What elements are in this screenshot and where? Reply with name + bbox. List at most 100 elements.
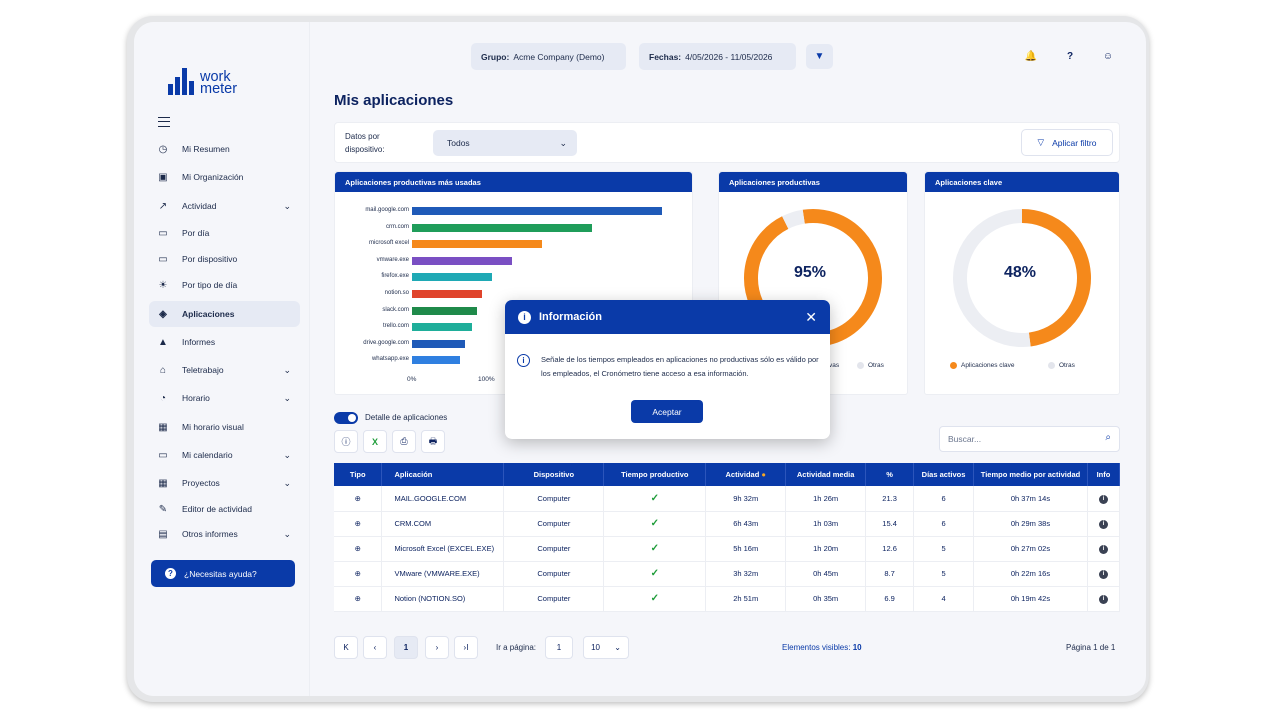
cell-avg-time: 0h 19m 42s — [973, 586, 1088, 612]
info-icon[interactable]: i — [1098, 570, 1108, 579]
page-size-select[interactable]: 10 ⌄ — [583, 636, 629, 659]
chevron-down-icon[interactable]: ⌄ — [283, 528, 291, 539]
sidebar-item-mi-horario-visual[interactable]: ▦ Mi horario visual — [149, 414, 300, 440]
prev-page-button[interactable]: ‹ — [363, 636, 387, 659]
sidebar-item-actividad[interactable]: ↗ Actividad ⌄ — [149, 193, 300, 219]
detail-toggle[interactable] — [334, 412, 358, 424]
column-header[interactable]: Tiempo productivo — [603, 463, 707, 486]
sidebar-item-mi-calendario[interactable]: ▭ Mi calendario ⌄ — [149, 442, 300, 468]
column-header[interactable]: Actividad ● — [705, 463, 787, 486]
donut-slice — [782, 209, 806, 229]
cell-info: i — [1087, 511, 1121, 537]
chevron-down-icon[interactable]: ⌄ — [283, 477, 291, 488]
gauge-icon: ◷ — [158, 143, 168, 155]
cell-app: VMware (VMWARE.EXE) — [381, 561, 505, 587]
cell-app: CRM.COM — [381, 511, 505, 537]
cell-device: Computer — [503, 561, 605, 587]
sidebar-item-mi-organizaci-n[interactable]: ▣ Mi Organización — [149, 164, 300, 190]
bar — [412, 207, 662, 215]
hamburger-menu-icon[interactable] — [158, 117, 170, 127]
group-label: Grupo: — [481, 51, 510, 62]
globe-icon: ⊕ — [334, 511, 383, 537]
sidebar-item-proyectos[interactable]: ▦ Proyectos ⌄ — [149, 470, 300, 496]
search-input[interactable]: Buscar... ⌕ — [939, 426, 1120, 452]
goto-page-input[interactable]: 1 — [545, 636, 573, 659]
column-header[interactable]: Actividad media — [785, 463, 867, 486]
excel-export-icon[interactable]: X — [363, 430, 387, 453]
bar-row: drive.google.com — [335, 339, 685, 349]
column-header[interactable]: Tiempo medio por actividad — [973, 463, 1088, 486]
date-range-selector[interactable]: Fechas: 4/05/2026 - 11/05/2026 — [639, 43, 796, 70]
info-icon[interactable]: i — [1098, 520, 1108, 529]
filter-funnel-button[interactable]: ▼ — [806, 44, 833, 69]
chevron-down-icon: ⌄ — [559, 137, 567, 148]
accept-button[interactable]: Aceptar — [631, 400, 703, 423]
column-header[interactable]: % — [865, 463, 915, 486]
table-row[interactable]: ⊕ VMware (VMWARE.EXE) Computer ✓ 3h 32m 0h 45… — [334, 561, 1121, 587]
group-selector[interactable]: Grupo: Acme Company (Demo) — [471, 43, 626, 70]
bar-label: firefox.exe — [381, 273, 409, 280]
sidebar-item-label: Mi Organización — [182, 172, 244, 182]
help-button[interactable]: ? ¿Necesitas ayuda? — [151, 560, 295, 587]
info-icon[interactable]: i — [1098, 545, 1108, 554]
dates-label: Fechas: — [649, 51, 682, 62]
table-row[interactable]: ⊕ Microsoft Excel (EXCEL.EXE) Computer ✓ 5h … — [334, 536, 1121, 562]
chevron-down-icon[interactable]: ⌄ — [283, 392, 291, 403]
sidebar-item-otros-informes[interactable]: ▤ Otros informes ⌄ — [149, 521, 300, 547]
chevron-down-icon[interactable]: ⌄ — [283, 364, 291, 375]
next-page-button[interactable]: › — [425, 636, 449, 659]
sidebar-item-mi-resumen[interactable]: ◷ Mi Resumen — [149, 136, 300, 162]
pdf-export-icon[interactable]: ⎙ — [392, 430, 416, 453]
clock-icon: ◔ — [159, 392, 167, 404]
info-icon[interactable]: i — [1098, 494, 1108, 504]
table-row[interactable]: ⊕ Notion (NOTION.SO) Computer ✓ 2h 51m 0h 35m… — [334, 586, 1121, 612]
bar-label: crm.com — [386, 223, 409, 230]
sidebar-item-horario[interactable]: ◔ Horario ⌄ — [149, 385, 300, 411]
modal-title: Información — [539, 311, 602, 323]
first-page-button[interactable]: K — [334, 636, 358, 659]
chart-triangle-icon: ▲ — [158, 336, 168, 348]
info-button[interactable]: ⓘ — [334, 430, 358, 453]
sidebar-item-por-d-a[interactable]: ▭ Por día — [149, 220, 300, 246]
column-header-label: Tiempo medio por actividad — [980, 470, 1081, 479]
close-icon[interactable]: ✕ — [805, 309, 817, 325]
cell-productive: ✓ — [603, 486, 707, 512]
column-header[interactable]: Info — [1087, 463, 1121, 486]
sidebar-item-por-dispositivo[interactable]: ▭ Por dispositivo — [149, 246, 300, 272]
table-row[interactable]: ⊕ CRM.COM Computer ✓ 6h 43m 1h 03m 15.4 6 0h 29m… — [334, 511, 1121, 537]
help-circle-icon[interactable]: ? — [1066, 50, 1074, 62]
column-header-label: Aplicación — [394, 470, 433, 479]
sidebar-item-por-tipo-de-d-a[interactable]: ☀ Por tipo de día — [149, 272, 300, 298]
legend-item-otras-2: Otras — [1048, 362, 1075, 369]
apply-filter-button[interactable]: ▽ Aplicar filtro — [1021, 129, 1113, 156]
user-profile-icon[interactable]: ☺ — [1102, 50, 1114, 62]
chevron-down-icon[interactable]: ⌄ — [283, 449, 291, 460]
bar-row: mail.google.com — [335, 206, 685, 216]
print-icon[interactable]: 🖶 — [421, 430, 445, 453]
key-apps-donut-chart — [953, 209, 1091, 347]
last-page-button[interactable]: ›I — [454, 636, 478, 659]
bar-row: slack.com — [335, 306, 685, 316]
device-filter-select[interactable]: Todos ⌄ — [433, 130, 577, 156]
sidebar-item-informes[interactable]: ▲ Informes — [149, 329, 300, 355]
sidebar-item-teletrabajo[interactable]: ⌂ Teletrabajo ⌄ — [149, 357, 300, 383]
sidebar-item-label: Editor de actividad — [182, 504, 252, 514]
check-icon: ✓ — [650, 518, 659, 529]
logo-word-2: meter — [200, 81, 238, 97]
top-apps-title: Aplicaciones productivas más usadas — [335, 172, 692, 192]
column-header[interactable]: Tipo — [334, 463, 383, 486]
column-header[interactable]: Aplicación — [381, 463, 505, 486]
table-row[interactable]: ⊕ MAIL.GOOGLE.COM Computer ✓ 9h 32m 1h 26m 21.… — [334, 486, 1121, 512]
chevron-down-icon[interactable]: ⌄ — [283, 200, 291, 211]
legend-label-otras-2: Otras — [1059, 362, 1075, 369]
visible-count: 10 — [852, 643, 862, 652]
sidebar-item-editor-de-actividad[interactable]: ✎ Editor de actividad — [149, 496, 300, 522]
sidebar-item-aplicaciones[interactable]: ◈ Aplicaciones — [149, 301, 300, 327]
legend-item-otras: Otras — [857, 362, 884, 369]
column-header[interactable]: Dispositivo — [503, 463, 605, 486]
cell-avg-time: 0h 37m 14s — [973, 486, 1088, 512]
notification-bell-icon[interactable]: 🔔 — [1024, 50, 1038, 62]
column-header[interactable]: Días activos — [913, 463, 975, 486]
page-number-button[interactable]: 1 — [394, 636, 418, 659]
info-icon[interactable]: i — [1098, 595, 1108, 604]
